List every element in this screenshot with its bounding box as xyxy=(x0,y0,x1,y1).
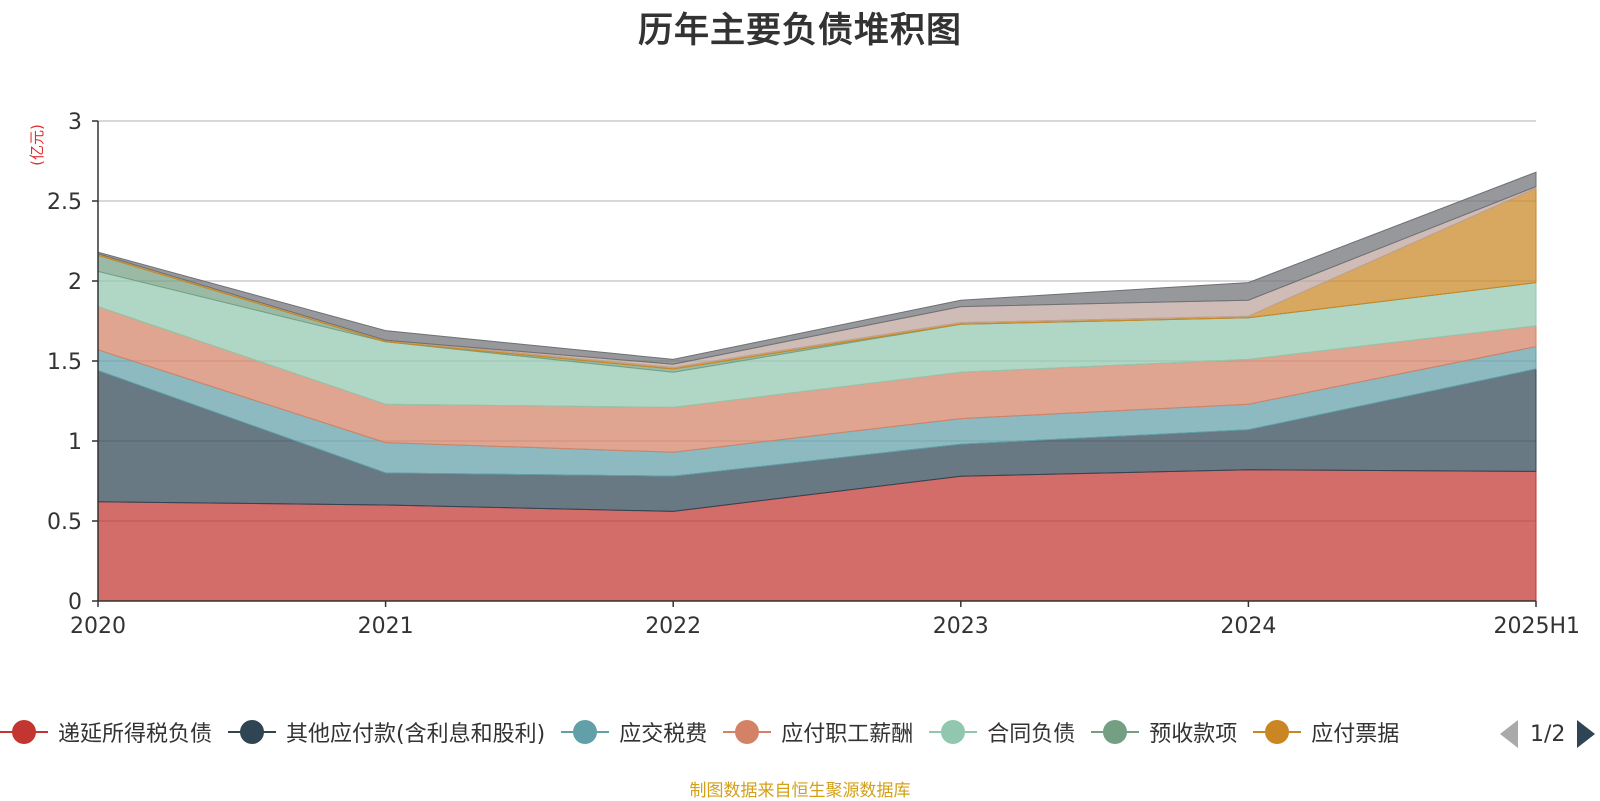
x-tick-label: 2023 xyxy=(933,614,989,639)
legend-label: 其他应付款(含利息和股利) xyxy=(286,722,546,747)
legend-item[interactable]: 应付职工薪酬 xyxy=(723,712,913,752)
x-tick-label: 2021 xyxy=(358,614,414,639)
legend-marker-icon xyxy=(561,720,610,744)
area-series-8 xyxy=(97,171,1537,365)
legend-label: 应付职工薪酬 xyxy=(781,722,914,747)
y-tick-label: 2 xyxy=(68,270,82,295)
x-tick-label: 2024 xyxy=(1220,614,1276,639)
legend-label: 应付票据 xyxy=(1311,722,1400,747)
x-tick-label: 2020 xyxy=(70,614,126,639)
legend-item[interactable]: 其他应付款(含利息和股利) xyxy=(228,712,545,752)
y-tick-label: 2.5 xyxy=(47,190,82,215)
legend-label: 预收款项 xyxy=(1149,722,1238,747)
legend: 递延所得税负债 其他应付款(含利息和股利) 应交税费 应付职工薪酬 合同负债 预收款项 应付… xyxy=(0,712,1490,752)
legend-marker-icon xyxy=(723,720,772,744)
y-tick-label: 1 xyxy=(68,430,82,455)
chart-title: 历年主要负债堆积图 xyxy=(637,11,962,51)
source-note: 制图数据来自恒生聚源数据库 xyxy=(689,781,911,801)
legend-marker-icon xyxy=(228,720,277,744)
legend-page-indicator: 1/2 xyxy=(1530,721,1566,747)
y-tick-label: 3 xyxy=(68,110,82,135)
legend-item[interactable]: 应付票据 xyxy=(1253,712,1399,752)
y-tick-label: 0 xyxy=(68,590,82,615)
stacked-area-chart: 0 0.5 1 1.5 2 2.5 3 2020 2021 2022 2023 2024 2025H1 xyxy=(47,110,1580,639)
legend-next-page-arrow-icon[interactable] xyxy=(1577,720,1596,748)
legend-label: 应交税费 xyxy=(619,722,708,747)
x-tick-label: 2025H1 xyxy=(1493,614,1580,639)
area-series-layer xyxy=(97,171,1537,602)
legend-marker-icon xyxy=(929,720,978,744)
legend-prev-page-arrow-icon[interactable] xyxy=(1500,720,1518,748)
legend-marker-icon xyxy=(0,720,48,744)
y-tick-label: 0.5 xyxy=(47,510,82,535)
legend-item[interactable]: 预收款项 xyxy=(1091,712,1237,752)
legend-pager: 1/2 xyxy=(1500,714,1600,754)
legend-marker-icon xyxy=(1091,720,1140,744)
axes: 0 0.5 1 1.5 2 2.5 3 2020 2021 2022 2023 2024 2025H1 xyxy=(47,110,1580,639)
legend-item[interactable]: 应交税费 xyxy=(561,712,707,752)
legend-label: 递延所得税负债 xyxy=(58,722,213,747)
legend-label: 合同负债 xyxy=(987,722,1076,747)
x-tick-label: 2022 xyxy=(645,614,701,639)
legend-marker-icon xyxy=(1253,720,1302,744)
y-tick-label: 1.5 xyxy=(47,350,82,375)
legend-item[interactable]: 合同负债 xyxy=(929,712,1075,752)
legend-item[interactable]: 递延所得税负债 xyxy=(0,712,212,752)
